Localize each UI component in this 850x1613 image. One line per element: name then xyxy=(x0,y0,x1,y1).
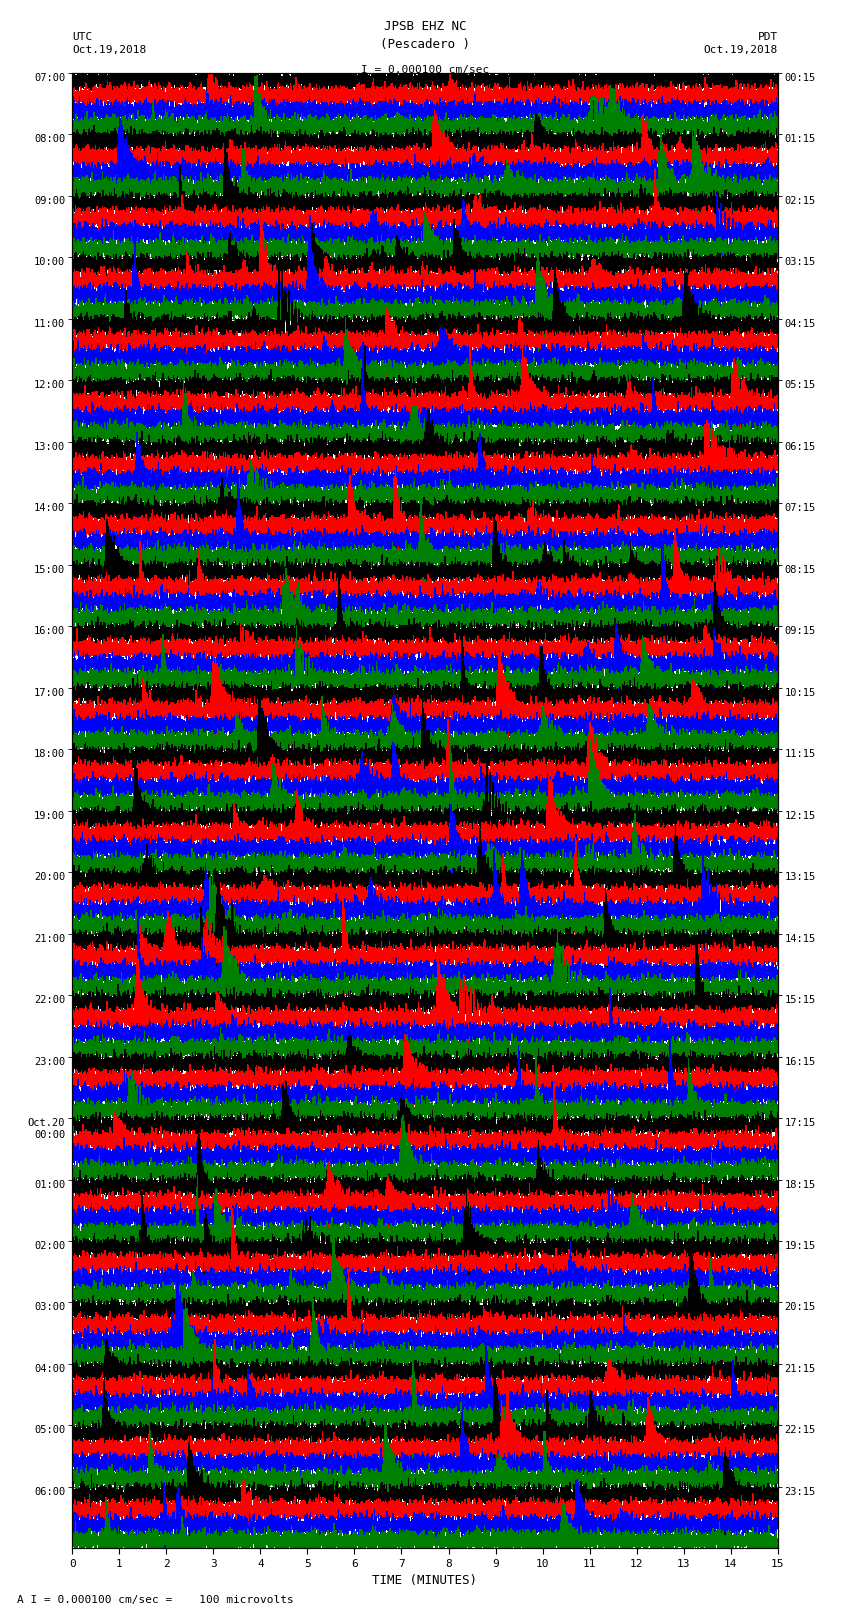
Text: Oct.19,2018: Oct.19,2018 xyxy=(72,45,146,55)
Text: Oct.19,2018: Oct.19,2018 xyxy=(704,45,778,55)
Text: I = 0.000100 cm/sec: I = 0.000100 cm/sec xyxy=(361,65,489,74)
X-axis label: TIME (MINUTES): TIME (MINUTES) xyxy=(372,1574,478,1587)
Text: UTC: UTC xyxy=(72,32,93,42)
Text: PDT: PDT xyxy=(757,32,778,42)
Text: A I = 0.000100 cm/sec =    100 microvolts: A I = 0.000100 cm/sec = 100 microvolts xyxy=(17,1595,294,1605)
Title: JPSB EHZ NC
(Pescadero ): JPSB EHZ NC (Pescadero ) xyxy=(380,19,470,50)
